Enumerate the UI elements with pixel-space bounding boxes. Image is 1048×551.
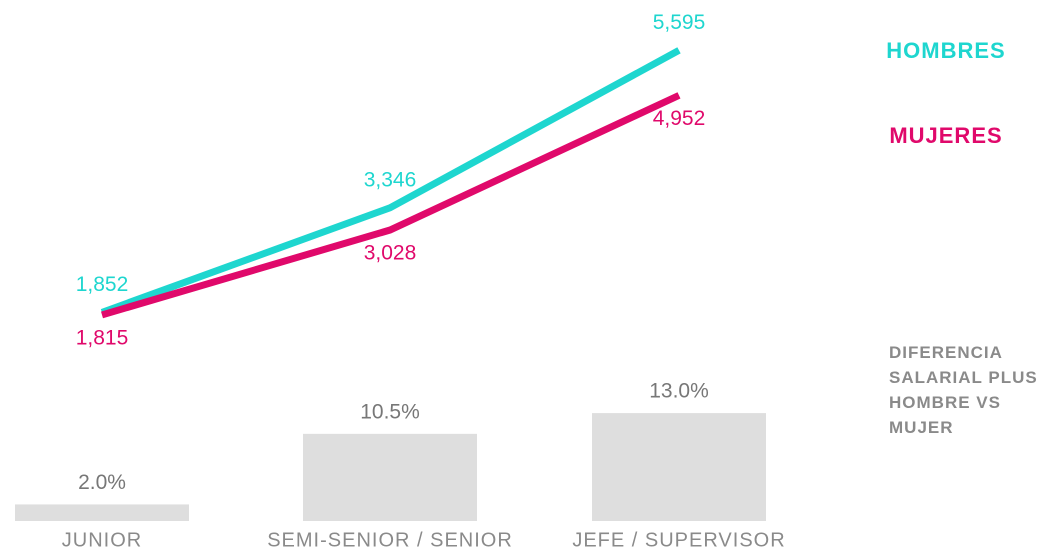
data-label: 1,852 xyxy=(76,273,129,296)
bar-chart-title: DIFERENCIA SALARIAL PLUS HOMBRE VS MUJER xyxy=(889,343,1038,437)
line-series xyxy=(101,92,681,319)
bar xyxy=(303,433,477,521)
x-tick-label: JUNIOR xyxy=(62,529,142,551)
bar-value-label: 10.5% xyxy=(360,400,420,423)
x-tick-label: JEFE / SUPERVISOR xyxy=(572,529,785,551)
line-series xyxy=(100,47,681,316)
data-label: 1,815 xyxy=(76,326,129,349)
bar-value-label: 2.0% xyxy=(78,471,126,494)
legend-label: MUJERES xyxy=(889,123,1002,148)
data-label: 4,952 xyxy=(653,107,706,130)
bar xyxy=(15,504,189,521)
data-label: 5,595 xyxy=(653,11,706,34)
bar xyxy=(592,413,766,521)
legend-label: HOMBRES xyxy=(886,38,1005,63)
x-tick-label: SEMI-SENIOR / SENIOR xyxy=(267,529,513,551)
data-label: 3,028 xyxy=(364,242,417,265)
bar-value-label: 13.0% xyxy=(649,380,709,403)
data-label: 3,346 xyxy=(364,168,417,191)
